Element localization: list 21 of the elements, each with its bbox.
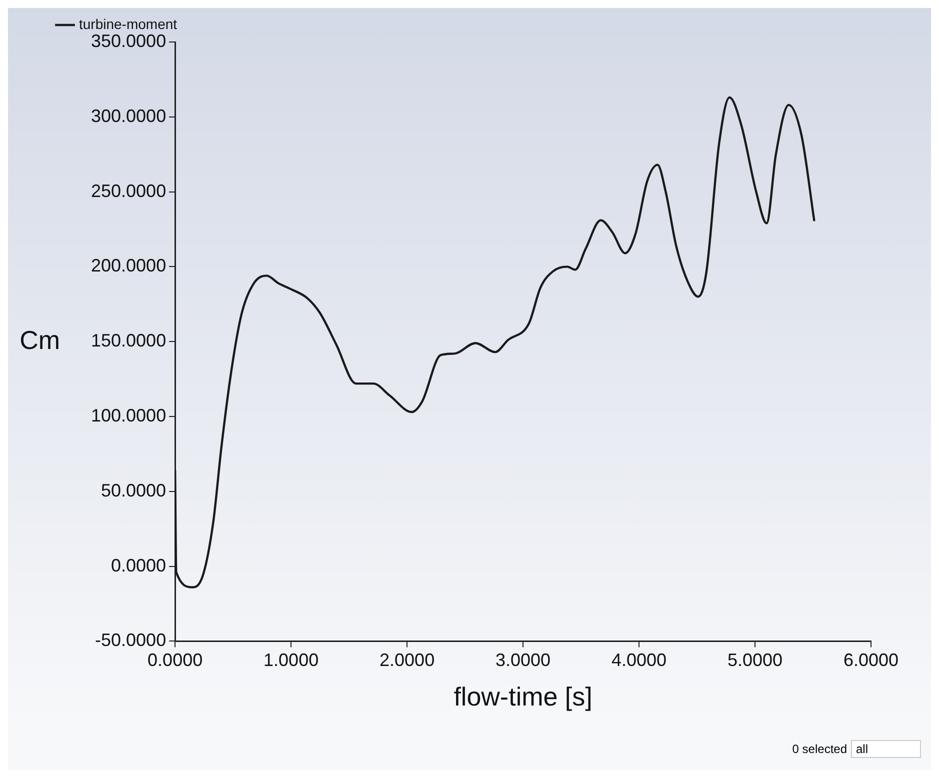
x-tick-label: 5.0000 bbox=[727, 650, 783, 670]
x-axis-title: flow-time [s] bbox=[454, 682, 592, 712]
y-tick-label: 300.0000 bbox=[91, 106, 166, 126]
y-tick-label: 350.0000 bbox=[91, 30, 166, 51]
y-tick-label: 150.0000 bbox=[91, 330, 166, 351]
y-tick-label: 250.0000 bbox=[91, 180, 166, 201]
x-tick-label: 3.0000 bbox=[496, 650, 551, 670]
text: 0 selected bbox=[792, 742, 847, 756]
text: all bbox=[851, 740, 921, 758]
y-tick-label: 0.0000 bbox=[111, 555, 166, 576]
x-tick-label: 1.0000 bbox=[264, 650, 319, 670]
y-tick-label: 100.0000 bbox=[91, 405, 166, 426]
legend-label: turbine-moment bbox=[79, 16, 178, 32]
y-axis-title: Cm bbox=[20, 324, 60, 355]
y-tick-label: -50.0000 bbox=[95, 630, 166, 650]
x-tick-label: 0.0000 bbox=[148, 650, 203, 670]
y-tick-label: 50.0000 bbox=[101, 480, 166, 500]
x-tick-label: 4.0000 bbox=[611, 650, 667, 670]
y-tick-label: 200.0000 bbox=[91, 256, 166, 276]
x-tick-label: 6.0000 bbox=[843, 650, 899, 670]
x-tick-label: 2.0000 bbox=[380, 650, 435, 670]
